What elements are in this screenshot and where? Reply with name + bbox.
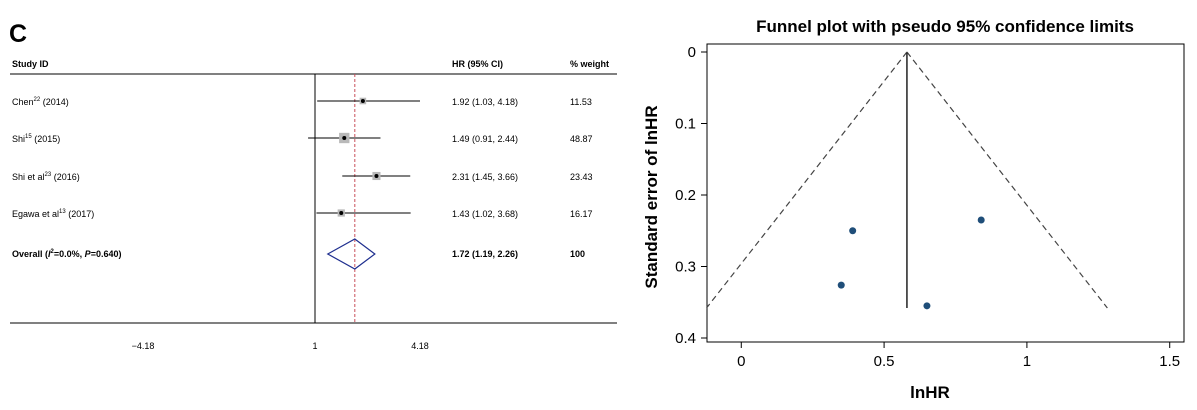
upper-confidence-limit: [906, 51, 1108, 309]
study-point: [837, 281, 845, 289]
column-header-study: Study ID: [12, 59, 49, 69]
lower-confidence-limit: [706, 51, 908, 309]
y-tick-label: 0.2: [675, 187, 696, 204]
point-estimate: [339, 211, 344, 215]
point-estimate: [374, 174, 379, 178]
x-tick-label: 0.5: [874, 353, 895, 370]
hr-text-shi-2016: 2.31 (1.45, 3.66): [452, 172, 518, 182]
study-label-shi-2015: Shi15 (2015): [12, 134, 60, 144]
y-tick-label: 0.3: [675, 259, 696, 276]
study-label-shi-2016: Shi et al23 (2016): [12, 172, 80, 182]
hr-text-shi-2015: 1.49 (0.91, 2.44): [452, 134, 518, 144]
study-point: [977, 216, 985, 224]
point-estimate: [342, 136, 347, 140]
funnel-x-axis-label: lnHR: [910, 383, 950, 402]
funnel-plot-frame: [706, 43, 1185, 343]
funnel-points: [837, 216, 985, 310]
y-tick-label: 0: [688, 44, 696, 61]
forest-marks: [308, 97, 420, 270]
forest-tick-label: −4.18: [132, 341, 155, 351]
x-tick-label: 1.5: [1159, 353, 1180, 370]
x-tick-label: 0: [737, 353, 745, 370]
funnel-title: Funnel plot with pseudo 95% confidence l…: [756, 17, 1134, 36]
forest-tick-label: 1: [312, 341, 317, 351]
funnel-plot: Funnel plot with pseudo 95% confidence l…: [642, 17, 1185, 402]
y-tick-label: 0.4: [675, 330, 696, 347]
overall-label: Overall (I2=0.0%, P=0.640): [12, 249, 121, 259]
weight-text-shi-2015: 48.87: [570, 134, 593, 144]
overall-diamond: [326, 238, 376, 270]
column-header-hr: HR (95% CI): [452, 59, 503, 69]
point-estimate: [360, 99, 365, 103]
y-tick-label: 0.1: [675, 116, 696, 133]
weight-text-overall: 100: [570, 249, 585, 259]
study-label-egawa: Egawa et al13 (2017): [12, 209, 94, 219]
weight-text-egawa: 16.17: [570, 209, 593, 219]
weight-text-shi-2016: 23.43: [570, 172, 593, 182]
forest-plot: C Study ID HR (95% CI) % weight Chen22 (…: [9, 20, 617, 351]
funnel-ticks: 0 0.5 1 1.5 0 0.1 0.2 0.3 0.4: [675, 44, 1180, 370]
study-point: [923, 302, 931, 310]
x-tick-label: 1: [1023, 353, 1031, 370]
funnel-lines: [706, 51, 1108, 309]
hr-text-overall: 1.72 (1.19, 2.26): [452, 249, 518, 259]
funnel-y-axis-label: Standard error of lnHR: [642, 105, 661, 288]
column-header-weight: % weight: [570, 59, 609, 69]
forest-tick-labels: −4.18 1 4.18: [132, 341, 429, 351]
study-label-chen: Chen22 (2014): [12, 97, 69, 107]
panel-letter: C: [9, 20, 27, 48]
hr-text-chen: 1.92 (1.03, 4.18): [452, 97, 518, 107]
weight-text-chen: 11.53: [570, 97, 592, 107]
study-point: [849, 227, 857, 235]
hr-text-egawa: 1.43 (1.02, 3.68): [452, 209, 518, 219]
forest-tick-label: 4.18: [411, 341, 429, 351]
